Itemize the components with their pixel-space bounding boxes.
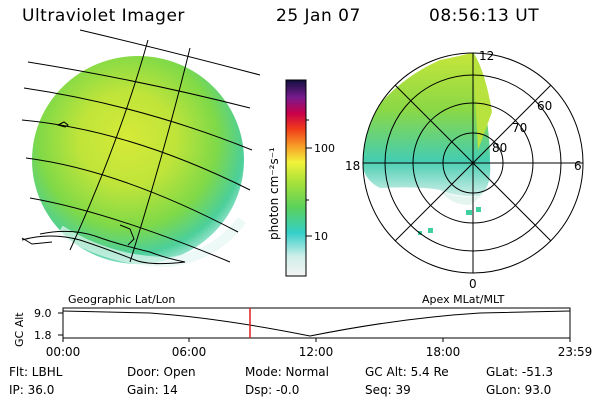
- polar-lat-70: 70: [512, 121, 527, 135]
- info-glat: GLat: -51.3: [486, 365, 553, 379]
- x-tick-0000: 00:00: [46, 345, 81, 359]
- colorbar-tick-100: 100: [314, 142, 335, 155]
- timeline-right-label: Apex MLat/MLT: [422, 293, 505, 306]
- colorbar-label: photon cm⁻²s⁻¹: [267, 147, 281, 240]
- timeline-plot: Geographic Lat/Lon Apex MLat/MLT 9.0 1.8…: [13, 293, 592, 359]
- polar-plot: 12 18 6 0 60 70 80: [345, 49, 584, 291]
- polar-label-0: 0: [469, 277, 477, 291]
- color-bar: 100 10 photon cm⁻²s⁻¹: [267, 79, 335, 277]
- header-date: 25 Jan 07: [276, 6, 361, 26]
- x-tick-1200: 12:00: [299, 345, 334, 359]
- polar-label-12: 12: [479, 49, 494, 63]
- info-mode: Mode: Normal: [245, 365, 329, 379]
- x-tick-1800: 18:00: [426, 345, 461, 359]
- info-gain: Gain: 14: [127, 383, 178, 397]
- info-ip: IP: 36.0: [9, 383, 55, 397]
- polar-label-18: 18: [345, 159, 360, 173]
- info-filter: Flt: LBHL: [9, 365, 63, 379]
- timeline-left-label: Geographic Lat/Lon: [68, 293, 175, 306]
- uv-image-disk: [32, 56, 246, 268]
- info-dsp: Dsp: -0.0: [245, 383, 300, 397]
- coastline: [21, 121, 186, 265]
- polar-lat-60: 60: [537, 99, 552, 113]
- app-title: Ultraviolet Imager: [22, 6, 185, 26]
- polar-lat-80: 80: [492, 141, 507, 155]
- y-tick-1-8: 1.8: [34, 329, 52, 342]
- timeline-axis-label: GC Alt: [13, 312, 26, 347]
- x-tick-2359: 23:59: [558, 345, 593, 359]
- header-time: 08:56:13 UT: [429, 6, 540, 26]
- info-door: Door: Open: [127, 365, 196, 379]
- polar-label-6: 6: [574, 159, 582, 173]
- colorbar-tick-10: 10: [314, 230, 328, 243]
- x-tick-0600: 06:00: [172, 345, 207, 359]
- info-glon: GLon: 93.0: [486, 383, 552, 397]
- y-tick-9: 9.0: [34, 307, 52, 320]
- info-seq: Seq: 39: [365, 383, 411, 397]
- lat-lon-grid: [21, 29, 261, 263]
- info-gc-alt: GC Alt: 5.4 Re: [365, 365, 449, 379]
